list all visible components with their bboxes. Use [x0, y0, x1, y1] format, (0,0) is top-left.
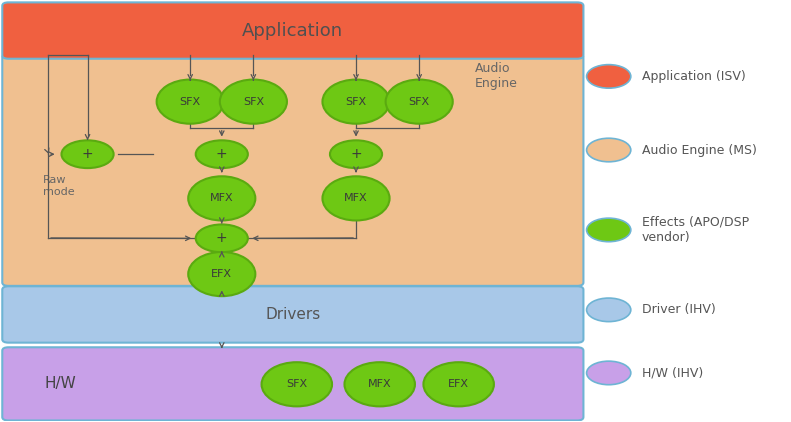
Ellipse shape [188, 252, 255, 296]
Ellipse shape [423, 362, 494, 406]
FancyBboxPatch shape [2, 286, 584, 343]
Text: EFX: EFX [448, 379, 469, 389]
FancyBboxPatch shape [2, 3, 584, 59]
Ellipse shape [386, 80, 452, 124]
Text: H/W: H/W [44, 376, 76, 391]
Text: MFX: MFX [210, 193, 233, 203]
Text: MFX: MFX [368, 379, 392, 389]
Text: MFX: MFX [344, 193, 368, 203]
Text: Raw
mode: Raw mode [44, 175, 75, 197]
Ellipse shape [262, 362, 332, 406]
Text: +: + [216, 231, 228, 245]
Circle shape [587, 138, 630, 162]
Text: SFX: SFX [286, 379, 308, 389]
Text: Application: Application [242, 22, 343, 40]
Text: Drivers: Drivers [265, 307, 320, 322]
Text: SFX: SFX [346, 97, 366, 107]
Text: EFX: EFX [211, 269, 233, 279]
Circle shape [587, 298, 630, 322]
Text: +: + [350, 147, 361, 161]
FancyBboxPatch shape [2, 347, 584, 420]
Ellipse shape [323, 176, 390, 220]
Text: Audio Engine (MS): Audio Engine (MS) [642, 143, 757, 157]
Text: Audio
Engine: Audio Engine [475, 62, 517, 90]
Text: SFX: SFX [409, 97, 430, 107]
Text: +: + [216, 147, 228, 161]
Text: Effects (APO/DSP
vendor): Effects (APO/DSP vendor) [642, 215, 749, 244]
Ellipse shape [323, 80, 390, 124]
Text: SFX: SFX [243, 97, 264, 107]
Text: +: + [81, 147, 93, 161]
Text: SFX: SFX [180, 97, 201, 107]
Ellipse shape [344, 362, 415, 406]
Ellipse shape [220, 80, 287, 124]
Circle shape [587, 65, 630, 88]
Text: Application (ISV): Application (ISV) [642, 70, 746, 83]
Circle shape [195, 141, 248, 168]
FancyBboxPatch shape [2, 54, 584, 286]
Circle shape [587, 218, 630, 242]
Ellipse shape [188, 176, 255, 220]
Circle shape [195, 225, 248, 252]
Circle shape [62, 141, 114, 168]
Circle shape [587, 361, 630, 385]
Ellipse shape [157, 80, 224, 124]
Circle shape [330, 141, 382, 168]
Text: H/W (IHV): H/W (IHV) [642, 366, 703, 379]
Text: Driver (IHV): Driver (IHV) [642, 303, 716, 316]
